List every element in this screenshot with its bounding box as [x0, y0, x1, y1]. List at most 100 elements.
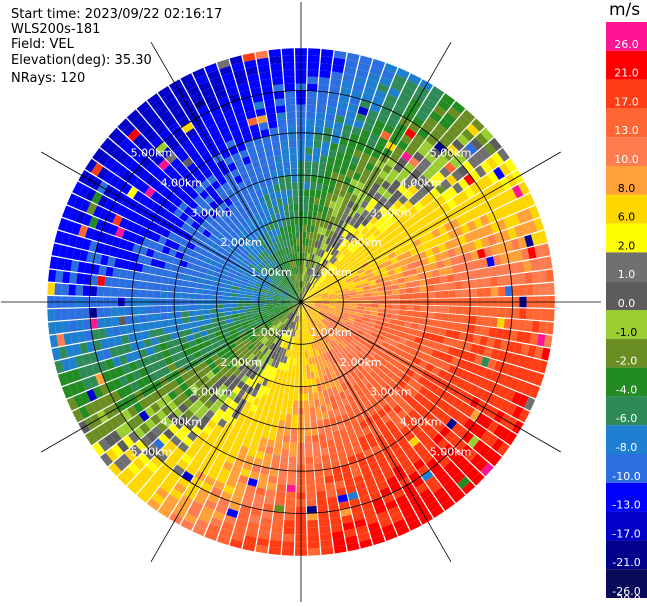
gate-cell — [437, 438, 449, 450]
gate-cell — [290, 246, 295, 254]
ray — [147, 93, 301, 302]
gate-cell — [407, 378, 417, 388]
gate-cell — [350, 326, 359, 333]
gate-cell — [326, 489, 337, 498]
gate-cell — [383, 259, 393, 267]
gate-cell — [434, 421, 446, 433]
gate-cell — [341, 412, 350, 422]
gate-cell — [162, 210, 173, 221]
gate-cell — [349, 217, 357, 227]
gate-cell — [235, 481, 247, 492]
gate-cell — [541, 347, 551, 361]
gate-cell — [335, 151, 345, 160]
gate-cell — [372, 328, 381, 335]
gate-cell — [322, 389, 329, 398]
gate-cell — [200, 179, 211, 190]
gate-cell — [153, 154, 165, 166]
gate-cell — [434, 141, 447, 154]
gate-cell — [413, 305, 421, 312]
gate-cell — [314, 306, 322, 310]
ray — [301, 302, 398, 542]
gate-cell — [336, 195, 344, 205]
gate-cell — [333, 285, 341, 291]
ray — [301, 302, 554, 335]
gate-cell — [365, 79, 379, 90]
gate-cell — [423, 379, 434, 390]
gate-cell — [287, 268, 292, 276]
gate-cell — [323, 327, 331, 335]
gate-cell — [345, 484, 357, 494]
gate-cell — [161, 499, 176, 513]
gate-cell — [255, 144, 265, 154]
gate-cell — [230, 292, 239, 297]
gate-cell — [293, 315, 297, 323]
gate-cell — [196, 253, 206, 262]
gate-cell — [291, 182, 298, 190]
gate-cell — [209, 259, 219, 267]
gate-cell — [303, 203, 309, 211]
gate-cell — [473, 354, 484, 366]
gate-cell — [434, 123, 448, 136]
gate-cell — [294, 267, 298, 275]
gate-cell — [270, 282, 278, 288]
gate-cell — [225, 116, 237, 126]
gate-cell — [320, 292, 329, 296]
gate-cell — [477, 366, 487, 378]
gate-cell — [212, 255, 221, 263]
gate-cell — [290, 314, 295, 322]
gate-cell — [160, 146, 173, 159]
gate-cell — [457, 414, 470, 427]
gate-cell — [240, 407, 250, 417]
gate-cell — [266, 482, 277, 491]
gate-cell — [284, 420, 292, 429]
gate-cell — [250, 260, 259, 268]
gate-cell — [443, 112, 457, 125]
gate-cell — [183, 409, 194, 420]
gate-cell — [280, 306, 288, 310]
gate-cell — [307, 296, 315, 300]
gate-cell — [348, 235, 356, 243]
gate-cell — [237, 371, 246, 381]
gate-cell — [345, 277, 354, 283]
gate-cell — [108, 368, 119, 380]
gate-cell — [341, 288, 349, 293]
gate-cell — [398, 194, 409, 205]
gate-cell — [418, 279, 427, 287]
gate-cell — [437, 154, 449, 166]
gate-cell — [237, 297, 245, 301]
gate-cell — [107, 337, 116, 348]
gate-cell — [305, 442, 313, 450]
gate-cell — [70, 260, 80, 272]
gate-cell — [312, 385, 318, 393]
gate-cell — [213, 136, 225, 147]
gate-cell — [374, 324, 383, 331]
gate-cell — [349, 498, 361, 508]
gate-cell — [170, 157, 182, 169]
ray — [301, 101, 466, 302]
gate-cell — [224, 438, 234, 449]
gate-cell — [224, 370, 233, 379]
gate-cell — [364, 230, 373, 239]
gate-cell — [411, 476, 425, 489]
gate-cell — [328, 304, 337, 307]
gate-cell — [143, 256, 153, 266]
gate-cell — [467, 352, 477, 363]
gate-cell — [321, 320, 328, 327]
gate-cell — [234, 174, 244, 185]
gate-cell — [413, 392, 424, 403]
gate-cell — [145, 346, 155, 356]
gate-cell — [280, 294, 288, 298]
gate-cell — [253, 366, 261, 375]
gate-cell — [224, 225, 233, 234]
gate-cell — [485, 380, 497, 393]
gate-cell — [246, 313, 254, 318]
gate-cell — [262, 317, 270, 323]
gate-cell — [310, 175, 318, 184]
gate-cell — [353, 474, 365, 485]
gate-cell — [476, 248, 486, 259]
gate-cell — [283, 204, 289, 212]
gate-cell — [404, 127, 417, 140]
gate-cell — [195, 74, 209, 86]
gate-cell — [231, 285, 240, 291]
gate-cell — [476, 288, 485, 297]
